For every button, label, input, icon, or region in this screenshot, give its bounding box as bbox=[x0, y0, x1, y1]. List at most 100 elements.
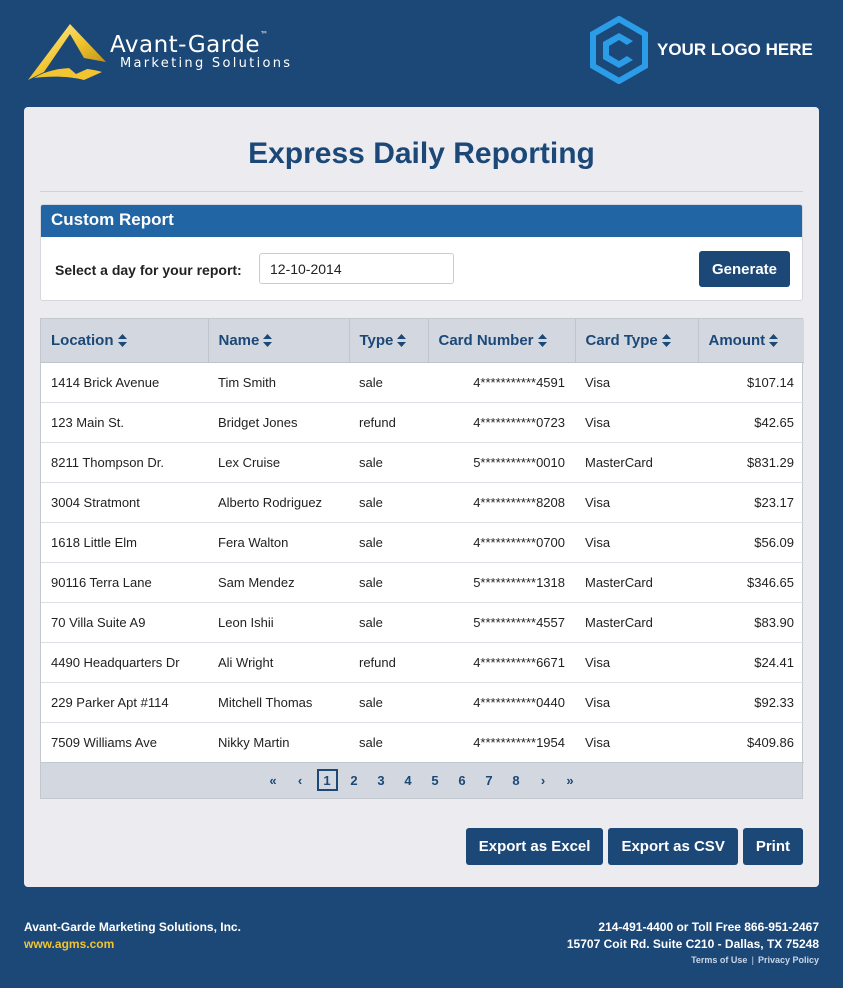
footer-address: 15707 Coit Rd. Suite C210 - Dallas, TX 7… bbox=[566, 937, 819, 951]
sort-icon bbox=[537, 334, 547, 348]
table-body: 1414 Brick Avenue Tim Smith sale 4*********… bbox=[41, 362, 804, 763]
partner-logo-text: YOUR LOGO HERE bbox=[657, 40, 813, 59]
table-cell: 5***********1318 bbox=[428, 562, 575, 603]
table-cell: $23.17 bbox=[698, 482, 804, 523]
column-header-card-type[interactable]: Card Type bbox=[575, 319, 699, 363]
table-cell: sale bbox=[349, 722, 428, 763]
table-cell: Nikky Martin bbox=[208, 722, 349, 763]
table-cell: 5***********0010 bbox=[428, 442, 575, 483]
page-button-1[interactable]: 1 bbox=[316, 769, 338, 791]
column-header-label: Amount bbox=[708, 331, 766, 349]
brand-name: Avant-Garde™ bbox=[110, 30, 269, 58]
table-cell: 70 Villa Suite A9 bbox=[41, 602, 208, 643]
page-title: Express Daily Reporting bbox=[248, 137, 595, 170]
page-button-2[interactable]: 2 bbox=[350, 772, 358, 788]
footer-links: Terms of Use | Privacy Policy bbox=[567, 955, 819, 965]
transactions-table: Location Name Type Card Number Card Type Amou… bbox=[41, 319, 804, 763]
last-page-button[interactable]: » bbox=[566, 772, 574, 788]
footer-link-separator: | bbox=[751, 955, 754, 965]
table-cell: Visa bbox=[575, 402, 698, 443]
column-header-label: Name bbox=[218, 331, 260, 349]
page-button-7[interactable]: 7 bbox=[485, 772, 493, 788]
table-cell: Fera Walton bbox=[208, 522, 349, 563]
column-header-location[interactable]: Location bbox=[41, 319, 209, 363]
table-cell: 229 Parker Apt #114 bbox=[41, 682, 208, 723]
table-cell: refund bbox=[349, 402, 428, 443]
table-cell: Lex Cruise bbox=[208, 442, 349, 483]
table-row: 70 Villa Suite A9 Leon Ishii sale 5********… bbox=[41, 602, 804, 643]
export-excel-button[interactable]: Export as Excel bbox=[465, 828, 604, 865]
table-cell: sale bbox=[349, 482, 428, 523]
table-cell: Visa bbox=[575, 682, 698, 723]
table-cell: 4***********1954 bbox=[428, 722, 575, 763]
report-date-input[interactable] bbox=[259, 253, 454, 284]
column-header-amount[interactable]: Amount bbox=[698, 319, 804, 363]
page-button-4[interactable]: 4 bbox=[404, 772, 412, 788]
page-button-3[interactable]: 3 bbox=[377, 772, 385, 788]
table-cell: 7509 Williams Ave bbox=[41, 722, 208, 763]
sort-icon bbox=[117, 334, 127, 348]
table-cell: 90116 Terra Lane bbox=[41, 562, 208, 603]
table-cell: 4***********0440 bbox=[428, 682, 575, 723]
brand-logo[interactable]: Avant-Garde™ Marketing Solutions bbox=[24, 22, 354, 88]
footer-left: Avant-Garde Marketing Solutions, Inc. ww… bbox=[24, 920, 241, 951]
export-csv-button[interactable]: Export as CSV bbox=[608, 828, 738, 865]
report-card: Express Daily Reporting Custom Report Se… bbox=[24, 107, 819, 887]
page-button-8[interactable]: 8 bbox=[512, 772, 520, 788]
table-cell: sale bbox=[349, 362, 428, 403]
sort-icon bbox=[397, 334, 407, 348]
hexagon-c-icon bbox=[590, 16, 648, 84]
table-cell: $107.14 bbox=[698, 362, 804, 403]
table-row: 8211 Thompson Dr. Lex Cruise sale 5********… bbox=[41, 442, 804, 483]
footer-company: Avant-Garde Marketing Solutions, Inc. bbox=[24, 920, 241, 934]
page-button-6[interactable]: 6 bbox=[458, 772, 466, 788]
sort-icon bbox=[769, 334, 779, 348]
table-cell: Alberto Rodriguez bbox=[208, 482, 349, 523]
footer-url-link[interactable]: www.agms.com bbox=[24, 937, 115, 951]
table-cell: MasterCard bbox=[575, 602, 698, 643]
column-header-type[interactable]: Type bbox=[349, 319, 429, 363]
partner-logo[interactable]: YOUR LOGO HERE bbox=[589, 16, 819, 86]
date-label: Select a day for your report: bbox=[55, 262, 242, 278]
table-cell: $56.09 bbox=[698, 522, 804, 563]
table-cell: $346.65 bbox=[698, 562, 804, 603]
column-header-label: Type bbox=[359, 331, 394, 349]
table-cell: 4***********4591 bbox=[428, 362, 575, 403]
print-button[interactable]: Print bbox=[742, 828, 803, 865]
table-cell: sale bbox=[349, 442, 428, 483]
table-cell: Sam Mendez bbox=[208, 562, 349, 603]
table-cell: $83.90 bbox=[698, 602, 804, 643]
table-cell: 4***********8208 bbox=[428, 482, 575, 523]
column-header-card-number[interactable]: Card Number bbox=[428, 319, 576, 363]
table-row: 90116 Terra Lane Sam Mendez sale 5*********… bbox=[41, 562, 804, 603]
table-cell: MasterCard bbox=[575, 562, 698, 603]
table-row: 229 Parker Apt #114 Mitchell Thomas sale 4*… bbox=[41, 682, 804, 723]
generate-button[interactable]: Generate bbox=[699, 251, 790, 287]
column-header-label: Location bbox=[51, 331, 114, 349]
column-header-name[interactable]: Name bbox=[208, 319, 350, 363]
next-page-button[interactable]: › bbox=[540, 772, 546, 788]
privacy-link[interactable]: Privacy Policy bbox=[757, 955, 819, 965]
table-cell: 123 Main St. bbox=[41, 402, 208, 443]
table-cell: 1618 Little Elm bbox=[41, 522, 208, 563]
sort-icon bbox=[661, 334, 671, 348]
table-cell: refund bbox=[349, 642, 428, 683]
title-divider bbox=[40, 191, 803, 192]
transactions-table-container: Location Name Type Card Number Card Type Amou… bbox=[40, 318, 804, 799]
table-cell: $831.29 bbox=[698, 442, 804, 483]
terms-link[interactable]: Terms of Use bbox=[691, 955, 748, 965]
prev-page-button[interactable]: ‹ bbox=[297, 772, 303, 788]
table-cell: Mitchell Thomas bbox=[208, 682, 349, 723]
page-button-5[interactable]: 5 bbox=[431, 772, 439, 788]
table-cell: sale bbox=[349, 522, 428, 563]
first-page-button[interactable]: « bbox=[269, 772, 277, 788]
brand-tagline: Marketing Solutions bbox=[120, 56, 293, 71]
table-header-row: Location Name Type Card Number Card Type Amou… bbox=[41, 319, 804, 363]
table-row: 1414 Brick Avenue Tim Smith sale 4*********… bbox=[41, 362, 804, 403]
footer-phone: 214-491-4400 or Toll Free 866-951-2467 bbox=[598, 920, 819, 934]
table-cell: sale bbox=[349, 602, 428, 643]
table-row: 7509 Williams Ave Nikky Martin sale 4******… bbox=[41, 722, 804, 763]
table-cell: $42.65 bbox=[698, 402, 804, 443]
column-header-label: Card Type bbox=[585, 331, 658, 349]
